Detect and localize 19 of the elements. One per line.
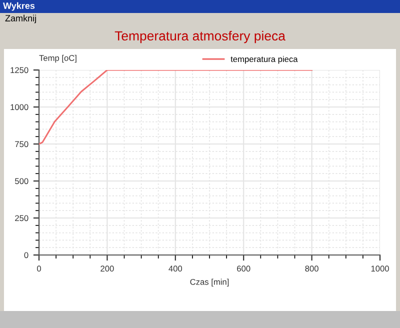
x-tick-label: 0 bbox=[37, 266, 41, 272]
y-tick-label: 500 bbox=[15, 178, 28, 184]
y-tick-label: 0 bbox=[24, 252, 28, 258]
x-axis-title: Czas [min] bbox=[190, 278, 229, 287]
x-tick-label: 200 bbox=[100, 266, 114, 272]
x-tick-label: 600 bbox=[237, 266, 250, 272]
line-series bbox=[39, 70, 313, 145]
x-tick-label: 1000 bbox=[371, 266, 389, 272]
y-tick-label: 1000 bbox=[10, 104, 28, 110]
x-tick-label: 400 bbox=[168, 266, 182, 272]
chart-title: Temperatura atmosfery pieca bbox=[114, 30, 286, 44]
y-tick-label: 250 bbox=[15, 215, 28, 222]
y-tick-label: 1250 bbox=[10, 67, 28, 74]
x-tick-label: 800 bbox=[305, 266, 318, 272]
y-tick-label: 750 bbox=[15, 141, 28, 148]
text: Wykres bbox=[3, 2, 35, 11]
y-axis-title: Temp [oC] bbox=[39, 54, 76, 63]
text: Zamknij bbox=[5, 14, 36, 24]
legend-label: temperatura pieca bbox=[230, 56, 298, 64]
